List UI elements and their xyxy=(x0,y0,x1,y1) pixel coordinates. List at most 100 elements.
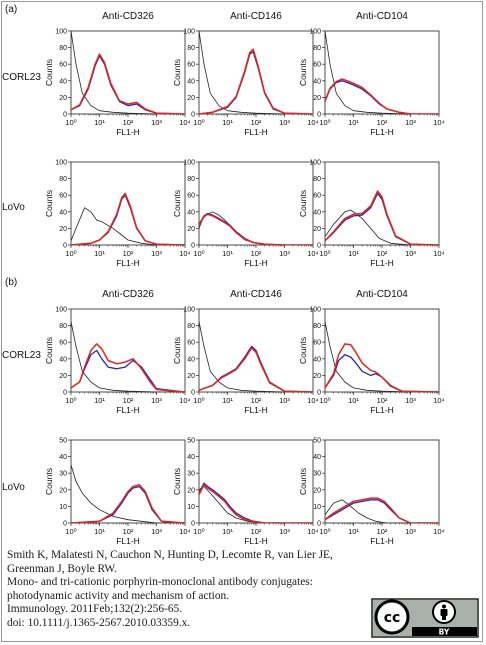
y-tick-label: 60 xyxy=(187,193,195,200)
y-axis-label: Counts xyxy=(172,59,182,86)
plot-frame xyxy=(198,439,314,524)
x-axis-label: FL1-H xyxy=(116,405,140,415)
x-tick-label: 10⁰ xyxy=(193,527,204,536)
x-tick-label: 10² xyxy=(123,249,134,258)
histogram-panel: 0 20 40 60 80 100 10⁰ 10¹ 10² 10³ 10⁴ FL1-H Counts xyxy=(298,307,445,416)
y-axis-label: Counts xyxy=(298,337,308,364)
control-histogram-line xyxy=(199,321,313,392)
x-tick-label: 10⁰ xyxy=(65,118,76,127)
plot-frame xyxy=(70,308,186,393)
y-axis-label: Counts xyxy=(298,468,308,495)
x-tick-label: 10⁰ xyxy=(65,249,76,258)
x-tick-label: 10¹ xyxy=(222,249,233,258)
y-tick-label: 100 xyxy=(183,29,195,36)
y-tick-label: 60 xyxy=(59,62,67,69)
row-label: CORL23 xyxy=(2,72,41,83)
red-histogram-line xyxy=(199,213,313,245)
x-tick-label: 10¹ xyxy=(348,118,359,127)
histogram-panel: 0 20 40 60 80 100 10⁰ 10¹ 10² 10³ 10⁴ FL1-H Counts xyxy=(44,160,191,269)
y-tick-label: 60 xyxy=(187,340,195,347)
y-axis-label: Counts xyxy=(172,190,182,217)
column-title: Anti-CD146 xyxy=(230,289,282,300)
x-tick-label: 10¹ xyxy=(348,396,359,405)
x-axis-label: FL1-H xyxy=(370,127,394,137)
y-tick-label: 40 xyxy=(59,454,67,461)
plot-frame xyxy=(198,30,314,115)
x-tick-label: 10⁴ xyxy=(307,527,319,536)
x-tick-label: 10² xyxy=(251,396,262,405)
y-tick-label: 60 xyxy=(313,193,321,200)
y-tick-label: 0 xyxy=(63,521,67,528)
x-tick-label: 10³ xyxy=(405,396,416,405)
x-axis-label: FL1-H xyxy=(244,405,268,415)
y-tick-label: 0 xyxy=(63,112,67,119)
y-tick-label: 10 xyxy=(313,504,321,511)
x-tick-label: 10⁰ xyxy=(193,396,204,405)
y-tick-label: 0 xyxy=(191,243,195,250)
y-tick-label: 40 xyxy=(187,78,195,85)
y-tick-label: 20 xyxy=(313,487,321,494)
x-axis-label: FL1-H xyxy=(116,536,140,545)
red-histogram-line xyxy=(325,78,439,114)
y-tick-label: 20 xyxy=(313,226,321,233)
red-histogram-line xyxy=(325,343,439,392)
x-tick-label: 10⁴ xyxy=(307,396,319,405)
y-tick-label: 100 xyxy=(55,29,67,36)
x-tick-label: 10¹ xyxy=(222,527,233,536)
plot-frame xyxy=(324,439,440,524)
x-axis-label: FL1-H xyxy=(244,258,268,268)
x-tick-label: 10⁴ xyxy=(179,249,191,258)
control-histogram-line xyxy=(71,31,185,114)
y-tick-label: 0 xyxy=(317,112,321,119)
x-tick-label: 10³ xyxy=(151,527,162,536)
histogram-panel: 0 20 40 60 80 100 10⁰ 10¹ 10² 10³ 10⁴ FL1-H Counts xyxy=(298,160,445,269)
citation-journal: Immunology. 2011Feb;132(2):256-65. xyxy=(7,603,183,616)
histogram-panel: 0 20 40 60 80 100 10⁰ 10¹ 10² 10³ 10⁴ FL1-H Counts xyxy=(298,29,445,138)
y-tick-label: 20 xyxy=(59,373,67,380)
y-tick-label: 40 xyxy=(59,209,67,216)
y-tick-label: 40 xyxy=(187,356,195,363)
x-tick-label: 10¹ xyxy=(94,527,105,536)
row-label: LoVo xyxy=(2,482,25,493)
x-tick-label: 10¹ xyxy=(222,118,233,127)
y-axis-label: Counts xyxy=(44,59,54,86)
x-tick-label: 10³ xyxy=(279,527,290,536)
y-axis-label: Counts xyxy=(172,337,182,364)
y-tick-label: 20 xyxy=(313,95,321,102)
x-tick-label: 10² xyxy=(377,118,388,127)
y-tick-label: 40 xyxy=(313,209,321,216)
y-tick-label: 60 xyxy=(187,62,195,69)
y-axis-label: Counts xyxy=(298,59,308,86)
plot-frame xyxy=(324,30,440,115)
y-tick-label: 10 xyxy=(187,504,195,511)
x-tick-label: 10⁰ xyxy=(65,527,76,536)
by-label: BY xyxy=(439,628,450,637)
red-histogram-line xyxy=(71,53,185,114)
y-tick-label: 40 xyxy=(59,356,67,363)
plot-frame xyxy=(70,439,186,524)
y-tick-label: 50 xyxy=(313,438,321,445)
y-tick-label: 20 xyxy=(313,373,321,380)
y-tick-label: 80 xyxy=(187,45,195,52)
x-tick-label: 10⁴ xyxy=(433,396,445,405)
x-tick-label: 10² xyxy=(123,396,134,405)
y-tick-label: 0 xyxy=(191,390,195,397)
y-tick-label: 20 xyxy=(59,487,67,494)
x-tick-label: 10⁴ xyxy=(179,527,191,536)
x-axis-label: FL1-H xyxy=(244,536,268,545)
red-histogram-line xyxy=(71,484,185,523)
y-tick-label: 30 xyxy=(187,471,195,478)
cc-icon: cc xyxy=(374,599,410,635)
column-title: Anti-CD104 xyxy=(356,11,408,22)
row-label: CORL23 xyxy=(2,350,41,361)
x-tick-label: 10² xyxy=(377,249,388,258)
x-tick-label: 10² xyxy=(251,118,262,127)
x-tick-label: 10⁴ xyxy=(307,118,319,127)
x-tick-label: 10⁴ xyxy=(433,249,445,258)
histogram-panel: 0 20 40 60 80 100 10⁰ 10¹ 10² 10³ 10⁴ FL1-H Counts xyxy=(172,307,319,416)
cc-by-license-badge[interactable]: cc BY xyxy=(371,598,479,638)
y-tick-label: 60 xyxy=(59,193,67,200)
x-tick-label: 10² xyxy=(377,396,388,405)
y-tick-label: 40 xyxy=(313,78,321,85)
